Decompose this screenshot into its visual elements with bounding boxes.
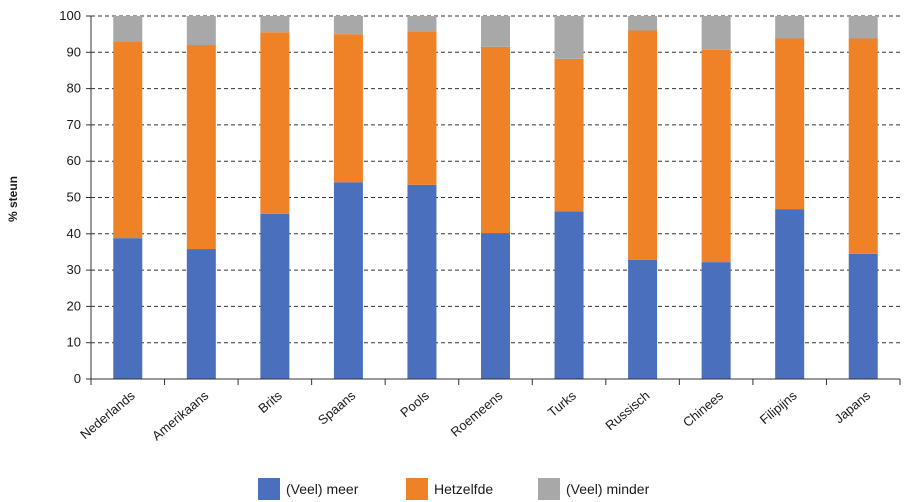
x-tick-label: Brits: [255, 387, 285, 416]
legend-label-minder: (Veel) minder: [566, 481, 650, 497]
y-tick-label: 20: [67, 298, 81, 313]
bar-segment: [113, 16, 143, 42]
y-tick-label: 80: [67, 81, 81, 96]
bar-segment: [186, 249, 216, 379]
bar-segment: [260, 213, 290, 379]
bar-segment: [481, 46, 510, 234]
bar-segment: [407, 184, 437, 379]
x-tick-label: Japans: [831, 387, 873, 426]
x-tick-label: Amerikaans: [149, 387, 212, 443]
bar-segment: [407, 16, 437, 32]
bar-segment: [848, 38, 878, 254]
bar-segment: [701, 49, 731, 263]
x-tick-label: Russisch: [602, 388, 652, 433]
bar-segment: [628, 16, 658, 31]
x-tick-label: Turks: [545, 387, 580, 419]
bar-segment: [628, 30, 658, 260]
x-tick-label: Spaans: [315, 387, 359, 427]
bar-segment: [775, 209, 805, 379]
bar-segment: [775, 38, 805, 210]
stacked-bar-chart: 0 10 20 30 40 50 60 70 80 90 100 Nederlands Amerika…: [6, 8, 901, 443]
y-axis-label: % steun: [6, 176, 20, 222]
bar-segment: [113, 41, 143, 239]
bar-segment: [113, 238, 143, 379]
bar-segment: [481, 16, 510, 47]
legend-item-hetzelfde: Hetzelfde: [406, 478, 493, 500]
bar-segment: [701, 262, 731, 379]
bar-segment: [186, 16, 216, 46]
bar-segment: [775, 16, 805, 39]
legend-swatch-hetzelfde: [406, 478, 428, 500]
legend-label-hetzelfde: Hetzelfde: [434, 481, 494, 497]
y-tick-label: 50: [67, 190, 81, 205]
bar-segment: [333, 16, 363, 35]
bar-segment: [701, 16, 731, 50]
legend-item-meer: (Veel) meer: [258, 478, 358, 500]
x-tick-label: Chinees: [680, 387, 727, 429]
legend-label-meer: (Veel) meer: [286, 481, 359, 497]
bar-segment: [848, 16, 878, 39]
bar-segment: [333, 182, 363, 379]
axes: [86, 15, 901, 385]
bar-segment: [554, 16, 584, 59]
y-tick-label: 10: [67, 335, 81, 350]
y-tick-label: 30: [67, 262, 81, 277]
y-tick-label: 100: [59, 8, 81, 23]
bars: [113, 16, 878, 379]
x-tick-label: Pools: [397, 387, 432, 420]
legend-swatch-meer: [258, 478, 280, 500]
x-tick-label: Filipijns: [757, 387, 800, 427]
y-tick-label: 90: [67, 44, 81, 59]
x-tick-label: Roemeens: [448, 387, 506, 439]
y-tick-label: 70: [67, 117, 81, 132]
x-tick-label: Nederlands: [77, 387, 138, 442]
bar-segment: [186, 45, 216, 250]
legend: (Veel) meer Hetzelfde (Veel) minder: [0, 478, 913, 502]
bar-segment: [407, 31, 437, 185]
bar-segment: [848, 253, 878, 379]
y-tick-label: 0: [74, 371, 81, 386]
legend-item-minder: (Veel) minder: [538, 478, 649, 500]
y-tick-labels: 0 10 20 30 40 50 60 70 80 90 100: [59, 8, 81, 386]
bar-segment: [554, 58, 584, 212]
y-tick-label: 60: [67, 153, 81, 168]
bar-segment: [333, 34, 363, 183]
x-tick-labels: Nederlands Amerikaans Brits Spaans Pools Roem…: [77, 387, 873, 443]
bar-segment: [260, 32, 290, 214]
legend-swatch-minder: [538, 478, 560, 500]
bar-segment: [481, 233, 510, 379]
gridlines: [91, 15, 900, 344]
bar-segment: [554, 211, 584, 379]
y-tick-label: 40: [67, 226, 81, 241]
bar-segment: [260, 16, 290, 33]
bar-segment: [628, 259, 658, 379]
